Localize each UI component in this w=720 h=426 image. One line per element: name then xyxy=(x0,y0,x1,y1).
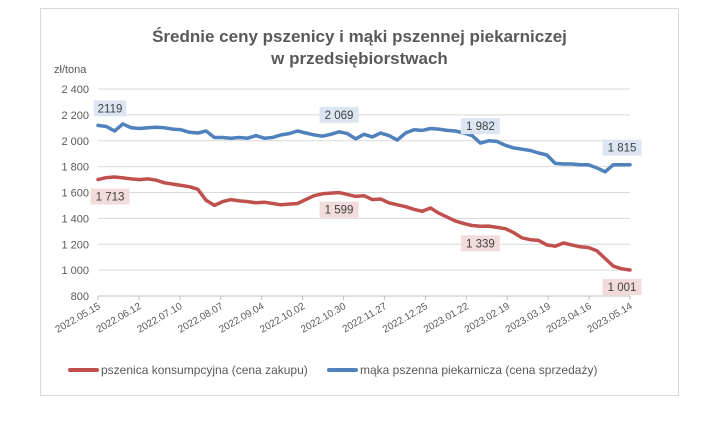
data-label: 1 815 xyxy=(602,139,642,156)
legend-label: pszenica konsumpcyjna (cena zakupu) xyxy=(101,363,308,377)
data-label-box xyxy=(93,100,127,117)
chart-title: Średnie ceny pszenicy i mąki pszennej pi… xyxy=(152,27,567,46)
data-label: 2119 xyxy=(93,100,127,117)
x-tick-label: 2022.09.04 xyxy=(217,301,266,336)
data-label-box xyxy=(319,201,359,218)
data-label-box xyxy=(602,139,642,156)
data-label-text: 1 713 xyxy=(96,192,125,204)
legend-item-2: mąka pszenna piekarnicza (cena sprzedaży… xyxy=(327,363,597,377)
y-tick-label: 1 800 xyxy=(61,162,89,174)
data-label: 1 982 xyxy=(460,118,500,135)
y-tick-label: 1 600 xyxy=(61,188,89,200)
data-label-text: 1 599 xyxy=(325,205,354,217)
x-tick-label: 2023.04.16 xyxy=(545,301,594,336)
data-label-text: 2119 xyxy=(98,103,123,115)
data-label-box xyxy=(460,118,500,135)
series-line-2 xyxy=(96,122,632,174)
gridlines xyxy=(98,88,630,297)
chart-title-line2: w przedsiębiorstwach xyxy=(271,49,448,68)
series-line-1 xyxy=(96,175,632,272)
y-tick-label: 1 400 xyxy=(61,213,89,225)
data-label: 1 599 xyxy=(319,201,359,218)
x-tick-label: 2022.10.02 xyxy=(258,301,307,336)
y-axis-unit: zł/tona xyxy=(54,64,87,76)
chart-frame xyxy=(40,8,679,396)
legend-item-1: pszenica konsumpcyjna (cena zakupu) xyxy=(68,363,308,377)
data-labels: 1 713 1 599 1 339 1 001 2119 2 069 1 982 1 815 xyxy=(90,100,642,295)
data-label-box xyxy=(460,235,500,252)
data-label-box xyxy=(90,188,130,205)
x-tick-label: 2022.11.27 xyxy=(341,301,390,335)
data-label-box xyxy=(602,278,642,295)
data-label: 1 339 xyxy=(460,235,500,252)
y-tick-label: 2 000 xyxy=(61,136,89,148)
data-label: 1 001 xyxy=(602,278,642,295)
data-label-text: 1 982 xyxy=(466,121,495,133)
y-tick-label: 2 400 xyxy=(61,84,89,96)
x-tick-label: 2023.02.19 xyxy=(463,301,512,336)
x-tick-label: 2022.10.30 xyxy=(299,301,348,336)
x-tick-label: 2022.06.12 xyxy=(95,301,144,336)
y-tick-label: 1 200 xyxy=(61,239,89,251)
data-label-text: 1 815 xyxy=(608,143,637,155)
x-tick-label: 2022.07.10 xyxy=(135,301,184,336)
x-tick-labels: 2022.05.152022.06.122022.07.102022.08.07… xyxy=(54,296,635,336)
series-lines xyxy=(96,122,632,272)
y-tick-label: 800 xyxy=(71,291,89,303)
data-label: 1 713 xyxy=(90,188,130,205)
data-label: 2 069 xyxy=(319,106,359,123)
x-tick-label: 2023.03.19 xyxy=(504,301,553,336)
y-tick-labels: 2 400 2 200 2 000 1 800 1 600 1 400 1 200 1 000… xyxy=(61,84,89,303)
y-tick-label: 2 200 xyxy=(61,110,89,122)
y-tick-label: 1 000 xyxy=(61,265,89,277)
x-tick-label: 2022.12.25 xyxy=(381,301,430,336)
x-tick-label: 2023.01.22 xyxy=(422,301,471,336)
x-tick-label: 2022.08.07 xyxy=(176,301,225,336)
legend-label: mąka pszenna piekarnicza (cena sprzedaży… xyxy=(360,363,597,377)
x-tick-label: 2023.05.14 xyxy=(586,301,635,336)
data-label-box xyxy=(319,106,359,123)
legend: pszenica konsumpcyjna (cena zakupu) mąka … xyxy=(68,363,597,377)
data-label-text: 1 001 xyxy=(608,282,637,294)
x-tick-label: 2022.05.15 xyxy=(54,301,103,336)
data-label-text: 2 069 xyxy=(325,110,354,122)
data-label-text: 1 339 xyxy=(466,238,495,250)
